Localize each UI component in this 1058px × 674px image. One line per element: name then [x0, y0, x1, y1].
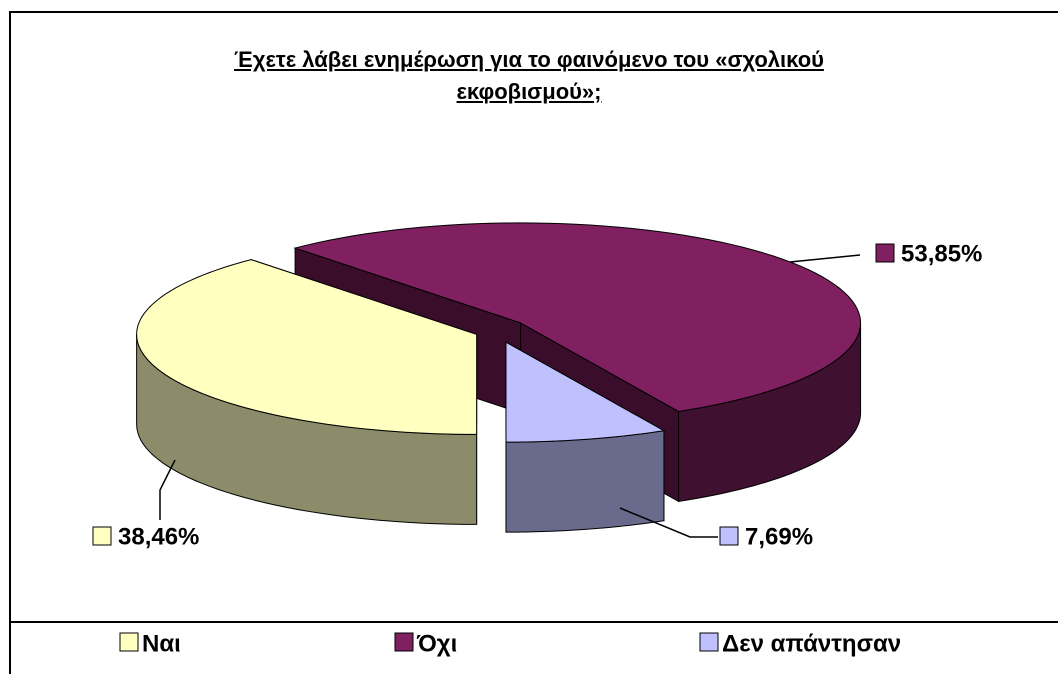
data-label: 53,85% [901, 240, 982, 267]
legend-label: Δεν απάντησαν [722, 630, 901, 657]
legend-label: Ναι [142, 630, 181, 657]
leader-line [619, 507, 718, 538]
label-swatch [719, 526, 739, 546]
legend-swatch [119, 632, 139, 652]
data-label: 7,69% [745, 523, 813, 550]
legend-swatch [699, 632, 719, 652]
slice [136, 259, 478, 435]
label-swatch [92, 526, 112, 546]
legend-swatch [394, 632, 414, 652]
chart-title: Έχετε λάβει ενημέρωση για το φαινόμενο τ… [234, 47, 824, 104]
leader-line [159, 459, 176, 520]
legend-label: Όχι [416, 630, 457, 657]
slice [505, 341, 666, 443]
label-swatch [875, 243, 895, 263]
leader-line [789, 254, 861, 263]
slice [293, 222, 862, 412]
data-label: 38,46% [118, 523, 199, 550]
